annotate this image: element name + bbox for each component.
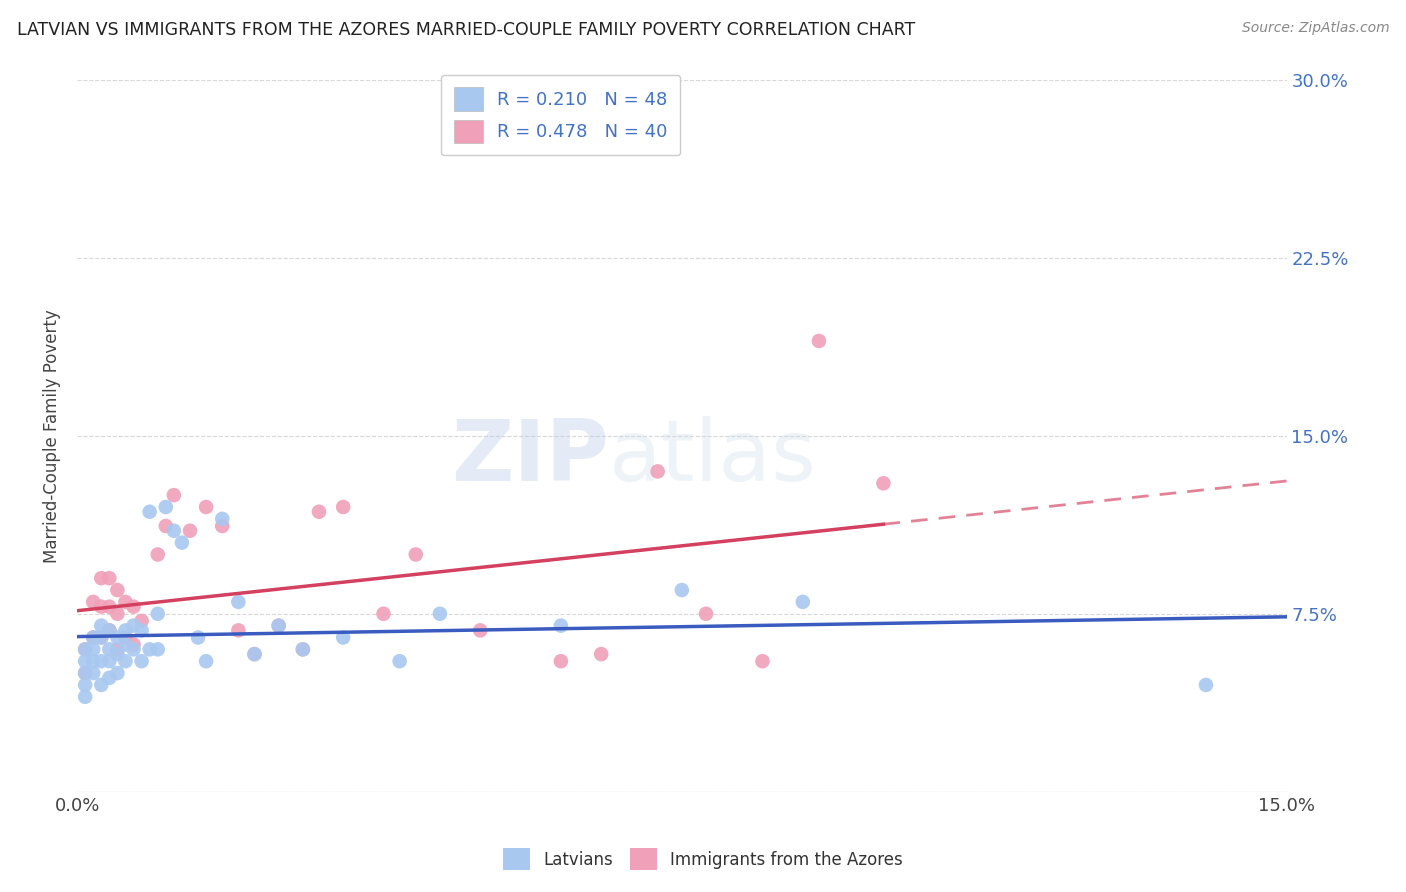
Legend: R = 0.210   N = 48, R = 0.478   N = 40: R = 0.210 N = 48, R = 0.478 N = 40	[441, 75, 681, 155]
Point	[429, 607, 451, 621]
Point	[107, 666, 129, 681]
Point	[98, 571, 121, 585]
Point	[82, 666, 104, 681]
Point	[90, 631, 112, 645]
Point	[751, 654, 773, 668]
Point	[228, 624, 250, 638]
Point	[267, 618, 290, 632]
Point	[98, 654, 121, 668]
Point	[243, 647, 266, 661]
Point	[195, 654, 218, 668]
Point	[550, 618, 572, 632]
Point	[138, 642, 160, 657]
Point	[373, 607, 395, 621]
Point	[228, 595, 250, 609]
Point	[138, 505, 160, 519]
Point	[114, 631, 136, 645]
Point	[163, 488, 186, 502]
Point	[82, 595, 104, 609]
Point	[122, 599, 145, 614]
Point	[114, 638, 136, 652]
Point	[82, 654, 104, 668]
Point	[131, 654, 153, 668]
Point	[82, 642, 104, 657]
Point	[146, 548, 169, 562]
Point	[146, 642, 169, 657]
Point	[122, 638, 145, 652]
Point	[591, 647, 613, 661]
Point	[179, 524, 201, 538]
Text: atlas: atlas	[609, 416, 817, 499]
Point	[75, 654, 97, 668]
Point	[122, 642, 145, 657]
Point	[211, 512, 233, 526]
Point	[291, 642, 314, 657]
Point	[98, 599, 121, 614]
Point	[107, 631, 129, 645]
Point	[155, 500, 177, 514]
Point	[114, 595, 136, 609]
Point	[170, 535, 193, 549]
Point	[75, 666, 97, 681]
Point	[107, 647, 129, 661]
Point	[695, 607, 717, 621]
Point	[195, 500, 218, 514]
Point	[122, 618, 145, 632]
Point	[90, 599, 112, 614]
Point	[671, 582, 693, 597]
Point	[90, 631, 112, 645]
Point	[243, 647, 266, 661]
Text: ZIP: ZIP	[451, 416, 609, 499]
Point	[114, 654, 136, 668]
Point	[291, 642, 314, 657]
Point	[405, 548, 427, 562]
Point	[90, 618, 112, 632]
Text: LATVIAN VS IMMIGRANTS FROM THE AZORES MARRIED-COUPLE FAMILY POVERTY CORRELATION : LATVIAN VS IMMIGRANTS FROM THE AZORES MA…	[17, 21, 915, 39]
Point	[155, 519, 177, 533]
Y-axis label: Married-Couple Family Poverty: Married-Couple Family Poverty	[44, 309, 60, 563]
Point	[131, 624, 153, 638]
Point	[75, 642, 97, 657]
Point	[98, 642, 121, 657]
Point	[872, 476, 894, 491]
Point	[107, 642, 129, 657]
Point	[807, 334, 830, 348]
Point	[107, 607, 129, 621]
Point	[82, 631, 104, 645]
Point	[163, 524, 186, 538]
Point	[332, 631, 354, 645]
Point	[75, 678, 97, 692]
Point	[267, 618, 290, 632]
Point	[98, 624, 121, 638]
Point	[792, 595, 814, 609]
Point	[98, 624, 121, 638]
Point	[146, 607, 169, 621]
Point	[187, 631, 209, 645]
Point	[75, 666, 97, 681]
Point	[647, 465, 669, 479]
Point	[75, 642, 97, 657]
Point	[90, 654, 112, 668]
Point	[114, 624, 136, 638]
Point	[75, 690, 97, 704]
Point	[550, 654, 572, 668]
Point	[470, 624, 492, 638]
Point	[308, 505, 330, 519]
Point	[90, 571, 112, 585]
Legend: Latvians, Immigrants from the Azores: Latvians, Immigrants from the Azores	[496, 842, 910, 877]
Point	[131, 614, 153, 628]
Point	[211, 519, 233, 533]
Point	[90, 678, 112, 692]
Point	[388, 654, 411, 668]
Point	[82, 631, 104, 645]
Point	[1195, 678, 1218, 692]
Point	[332, 500, 354, 514]
Text: Source: ZipAtlas.com: Source: ZipAtlas.com	[1241, 21, 1389, 36]
Point	[98, 671, 121, 685]
Point	[107, 582, 129, 597]
